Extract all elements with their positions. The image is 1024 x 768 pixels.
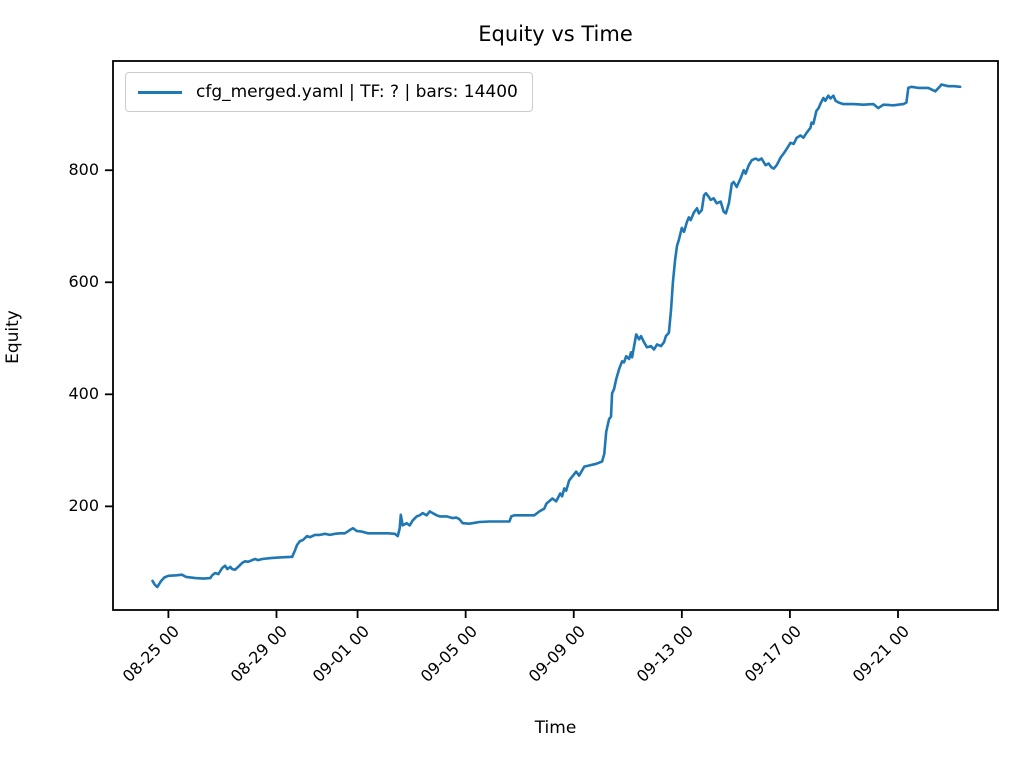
legend: cfg_merged.yaml | TF: ? | bars: 14400 — [125, 72, 533, 112]
axes-spines — [112, 60, 999, 611]
y-tick-label: 400 — [68, 384, 99, 404]
x-axis-label: Time — [534, 718, 577, 738]
legend-label: cfg_merged.yaml | TF: ? | bars: 14400 — [196, 82, 518, 102]
y-tick-label: 600 — [68, 272, 99, 292]
y-tick-label: 800 — [68, 160, 99, 180]
legend-line-sample — [138, 90, 182, 94]
y-tick-label: 200 — [68, 496, 99, 516]
y-axis-label: Equity — [3, 310, 23, 364]
chart-title: Equity vs Time — [478, 22, 633, 46]
equity-series-line — [151, 83, 962, 589]
